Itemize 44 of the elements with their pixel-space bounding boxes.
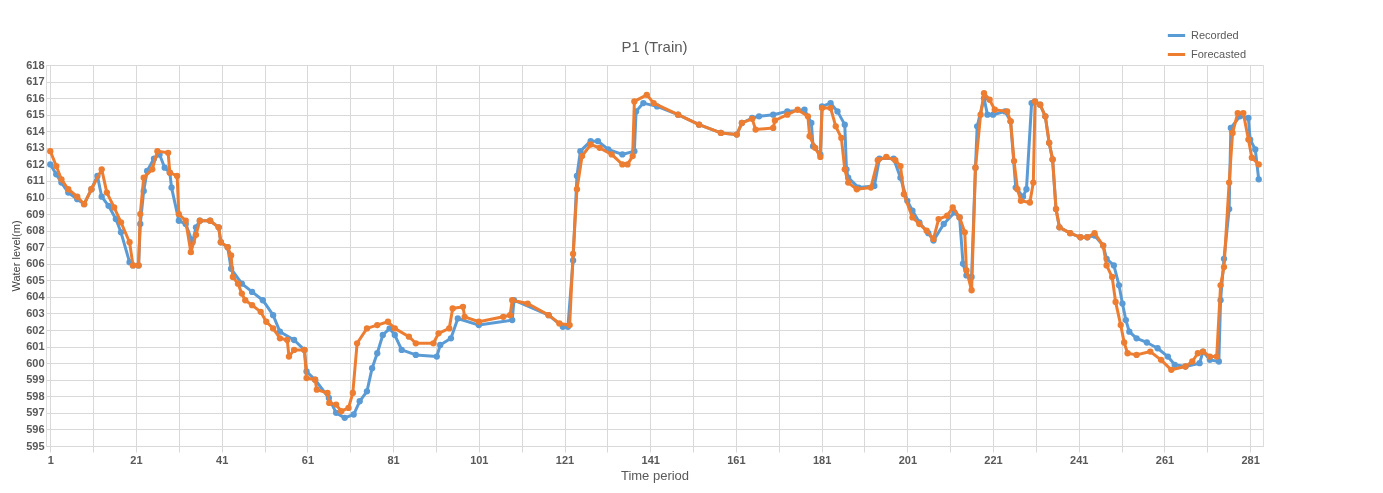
x-tick-label: 41	[216, 453, 229, 466]
y-tick-label: 615	[26, 108, 45, 121]
y-tick-label: 606	[26, 257, 45, 270]
x-tick-label: 241	[1070, 453, 1089, 466]
y-tick-label: 607	[26, 240, 45, 253]
y-tick-label: 614	[26, 124, 46, 137]
y-tick-label: 595	[26, 439, 45, 452]
x-tick-label: 221	[984, 453, 1003, 466]
y-tick-label: 611	[26, 174, 45, 187]
y-tick-label: 618	[26, 58, 45, 71]
x-tick-label: 141	[641, 453, 660, 466]
x-tick-label: 61	[301, 453, 315, 466]
y-tick-label: 608	[26, 224, 45, 237]
x-tick-label: 181	[812, 453, 832, 466]
x-tick-label: 121	[555, 453, 575, 466]
y-tick-label: 600	[26, 356, 45, 369]
y-axis-title: Water level(m)	[10, 220, 23, 292]
y-tick-label: 616	[26, 91, 45, 104]
y-tick-label: 596	[26, 422, 45, 435]
y-tick-label: 609	[26, 207, 45, 220]
y-tick-label: 601	[26, 340, 45, 353]
x-tick-label: 81	[387, 453, 400, 466]
y-tick-label: 610	[26, 191, 45, 204]
y-tick-label: 617	[26, 75, 45, 88]
x-tick-label: 261	[1155, 453, 1175, 466]
y-tick-label: 612	[26, 157, 45, 170]
y-tick-label: 597	[26, 406, 45, 419]
y-tick-label: 605	[26, 273, 45, 286]
x-tick-label: 101	[470, 453, 489, 466]
x-tick-label: 201	[898, 453, 918, 466]
legend-label: Recorded	[1191, 28, 1239, 41]
x-tick-label: 161	[727, 453, 746, 466]
x-tick-label: 281	[1241, 453, 1260, 466]
x-tick-label: 1	[47, 453, 54, 466]
y-tick-label: 604	[26, 290, 46, 303]
y-tick-label: 613	[26, 141, 45, 154]
y-tick-label: 602	[26, 323, 45, 336]
y-tick-label: 598	[26, 389, 45, 402]
chart-title: P1 (Train)	[621, 38, 688, 55]
y-tick-label: 603	[26, 306, 45, 319]
legend-label: Forecasted	[1191, 47, 1247, 60]
x-axis-title: Time period	[620, 467, 690, 483]
x-tick-label: 21	[130, 453, 143, 466]
y-tick-label: 599	[26, 373, 45, 386]
